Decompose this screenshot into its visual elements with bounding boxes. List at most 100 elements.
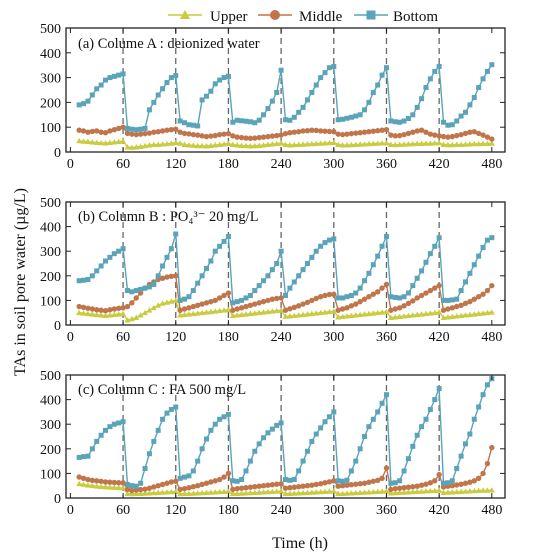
data-point-bottom — [462, 279, 468, 285]
data-point-bottom — [269, 98, 275, 104]
data-point-middle — [401, 303, 407, 309]
data-point-upper — [343, 142, 350, 148]
data-point-upper — [159, 141, 166, 147]
data-point-bottom — [107, 424, 113, 430]
data-point-upper — [278, 488, 285, 494]
data-point-bottom — [454, 465, 460, 471]
data-point-upper — [137, 312, 144, 318]
data-point-upper — [199, 142, 206, 149]
data-point-middle — [366, 128, 372, 135]
data-point-bottom — [160, 416, 166, 422]
data-point-middle — [467, 298, 473, 305]
data-point-bottom — [256, 441, 262, 447]
data-point-upper — [247, 489, 254, 496]
data-point-bottom — [164, 254, 170, 260]
data-point-middle — [89, 128, 96, 135]
data-point-bottom — [353, 113, 359, 119]
panel-c: 0 100 200 300 400 500 0 60 120 180 240 300 360 420 480… — [40, 369, 506, 518]
data-point-middle — [137, 131, 144, 137]
data-point-bottom — [278, 67, 284, 73]
data-point-upper — [168, 140, 175, 146]
data-point-upper — [225, 140, 232, 146]
data-point-middle — [115, 480, 122, 486]
data-point-upper — [453, 313, 460, 319]
data-point-bottom — [458, 288, 464, 294]
data-point-upper — [335, 141, 342, 147]
data-point-bottom — [331, 236, 337, 242]
data-point-middle — [76, 127, 82, 133]
data-point-middle — [467, 129, 473, 135]
data-point-bottom — [340, 478, 346, 484]
data-point-middle — [278, 295, 284, 301]
y-tick-label: 100 — [40, 467, 61, 482]
data-point-bottom — [370, 416, 376, 422]
data-point-bottom — [441, 480, 447, 486]
data-point-upper — [286, 490, 293, 496]
data-point-upper — [405, 489, 412, 495]
data-point-middle — [124, 486, 131, 493]
data-point-middle — [146, 130, 153, 136]
data-point-bottom — [269, 426, 275, 432]
data-point-middle — [379, 127, 385, 133]
data-point-bottom — [291, 477, 297, 483]
data-point-middle — [291, 129, 297, 135]
data-point-middle — [111, 479, 117, 486]
data-point-upper — [440, 314, 447, 321]
data-point-bottom — [397, 119, 403, 125]
data-point-upper — [260, 489, 267, 495]
data-point-middle — [269, 482, 276, 488]
data-point-bottom — [335, 295, 341, 301]
data-point-upper — [286, 142, 293, 148]
panel-b: 0 100 200 300 400 500 0 60 120 180 240 300 360 420 480… — [40, 196, 506, 345]
y-axis-label: TAs in soil pore water (µg/L) — [12, 188, 29, 376]
data-point-bottom — [405, 116, 411, 122]
data-point-bottom — [348, 114, 354, 120]
data-point-bottom — [177, 118, 183, 124]
data-point-bottom — [432, 68, 438, 74]
data-point-upper — [216, 488, 223, 495]
data-point-middle — [335, 131, 341, 137]
data-point-upper — [172, 139, 179, 145]
data-point-upper — [207, 142, 214, 148]
data-point-bottom — [278, 420, 284, 426]
data-point-upper — [260, 309, 267, 315]
data-point-middle — [471, 128, 477, 135]
data-point-middle — [107, 307, 113, 313]
data-point-bottom — [313, 82, 319, 88]
data-point-upper — [199, 489, 206, 496]
data-point-upper — [458, 312, 465, 319]
data-point-middle — [331, 291, 337, 297]
data-point-middle — [309, 482, 315, 488]
data-point-middle — [440, 307, 447, 313]
data-point-bottom — [160, 263, 166, 269]
data-point-middle — [85, 476, 91, 483]
data-point-upper — [401, 313, 408, 319]
data-point-bottom — [142, 285, 148, 291]
data-point-bottom — [138, 126, 144, 132]
data-point-bottom — [397, 295, 403, 301]
data-point-bottom — [454, 118, 460, 124]
x-tick-label: 60 — [116, 157, 130, 172]
data-point-upper — [229, 490, 236, 496]
data-point-upper — [374, 140, 381, 146]
data-point-upper — [466, 488, 473, 494]
data-point-bottom — [124, 481, 130, 487]
data-point-upper — [242, 311, 249, 317]
data-point-bottom — [256, 117, 262, 123]
data-point-bottom — [76, 454, 82, 460]
data-point-bottom — [322, 240, 328, 246]
data-point-upper — [484, 487, 491, 493]
data-point-middle — [304, 299, 311, 306]
data-point-upper — [93, 139, 100, 145]
data-point-middle — [230, 307, 236, 313]
data-point-upper — [190, 142, 197, 148]
data-point-bottom — [177, 475, 183, 481]
data-point-bottom — [221, 414, 227, 420]
data-point-bottom — [441, 297, 447, 303]
data-point-bottom — [203, 436, 209, 442]
y-tick-label: 0 — [54, 146, 61, 161]
data-point-middle — [353, 481, 359, 487]
data-point-upper — [484, 309, 491, 316]
data-point-upper — [418, 488, 425, 494]
data-point-middle — [256, 483, 262, 489]
